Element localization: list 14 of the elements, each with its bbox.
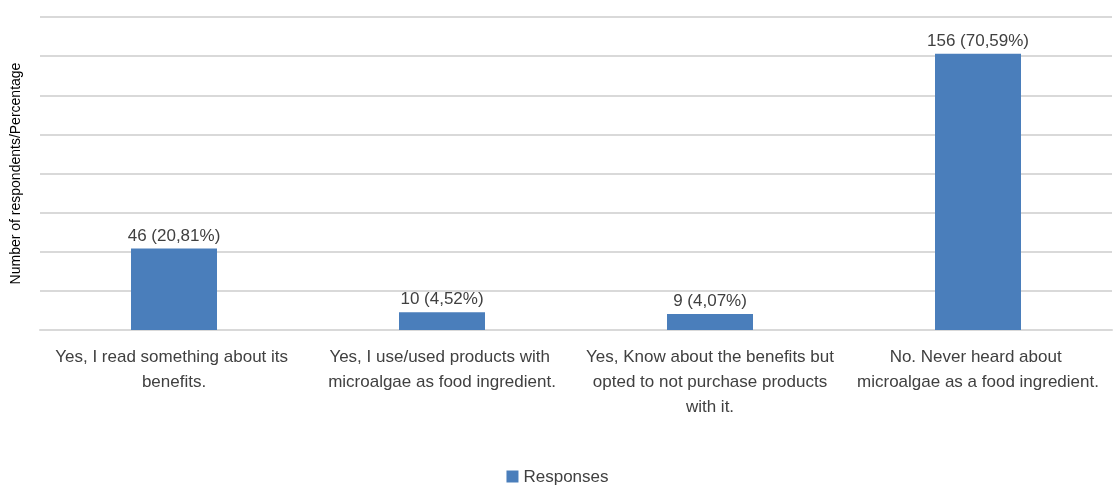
data-label: 46 (20,81%) xyxy=(127,225,221,245)
x-tick-label: Yes, I use/used products with microalgae as food ingredient. xyxy=(328,347,556,391)
x-tick-label: Yes, I read something about its benefits. xyxy=(55,347,293,391)
data-label: 9 (4,07%) xyxy=(673,291,747,311)
y-axis-title: Number of respondents/Percentage xyxy=(7,62,23,285)
bar xyxy=(399,312,485,330)
x-tick-label: No. Never heard about microalgae as a food ingredient. xyxy=(857,347,1099,391)
x-tick-label: Yes, Know about the benefits but opted to not purchase products with it. xyxy=(586,347,835,416)
data-label: 10 (4,52%) xyxy=(400,289,484,309)
bar xyxy=(935,53,1021,330)
data-label: 156 (70,59%) xyxy=(926,30,1030,50)
bar xyxy=(667,314,753,330)
bar xyxy=(131,248,217,330)
legend-label: Responses xyxy=(523,467,609,486)
